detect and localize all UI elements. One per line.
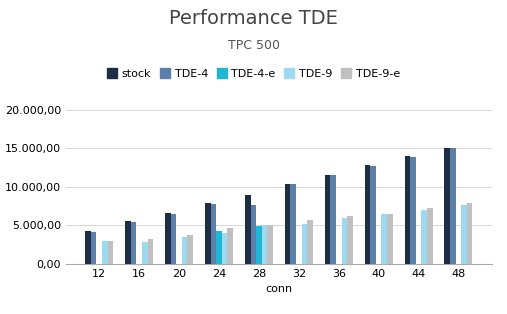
X-axis label: conn: conn <box>265 284 293 294</box>
Bar <box>461 204 467 264</box>
Bar <box>245 194 250 264</box>
Bar <box>331 175 336 264</box>
Bar <box>256 226 262 264</box>
Bar <box>365 165 370 264</box>
Bar <box>250 204 256 264</box>
Bar <box>102 241 107 264</box>
Bar <box>205 203 210 264</box>
Bar <box>125 221 131 264</box>
Bar <box>188 235 193 264</box>
Bar <box>182 237 188 264</box>
Bar <box>91 232 96 264</box>
Bar <box>387 214 392 264</box>
Bar <box>216 231 222 264</box>
Bar <box>325 175 331 264</box>
Bar <box>131 222 136 264</box>
Bar <box>210 204 216 264</box>
Bar <box>165 213 171 264</box>
Bar <box>421 210 427 264</box>
Bar <box>262 225 267 264</box>
Text: TPC 500: TPC 500 <box>228 39 279 52</box>
Legend: stock, TDE-4, TDE-4-e, TDE-9, TDE-9-e: stock, TDE-4, TDE-4-e, TDE-9, TDE-9-e <box>107 68 400 79</box>
Bar <box>85 231 91 264</box>
Bar <box>222 233 227 264</box>
Bar <box>142 242 148 264</box>
Text: Performance TDE: Performance TDE <box>169 9 338 29</box>
Bar <box>405 156 410 264</box>
Bar <box>410 157 416 264</box>
Bar <box>148 239 153 264</box>
Bar <box>370 166 376 264</box>
Bar <box>302 224 307 264</box>
Bar <box>171 214 176 264</box>
Bar <box>347 216 353 264</box>
Bar <box>227 228 233 264</box>
Bar <box>285 184 291 264</box>
Bar <box>267 225 273 264</box>
Bar <box>307 220 313 264</box>
Bar <box>445 149 450 264</box>
Bar <box>427 208 432 264</box>
Bar <box>107 241 113 264</box>
Bar <box>291 184 296 264</box>
Bar <box>381 214 387 264</box>
Bar <box>450 148 456 264</box>
Bar <box>467 203 473 264</box>
Bar <box>342 218 347 264</box>
